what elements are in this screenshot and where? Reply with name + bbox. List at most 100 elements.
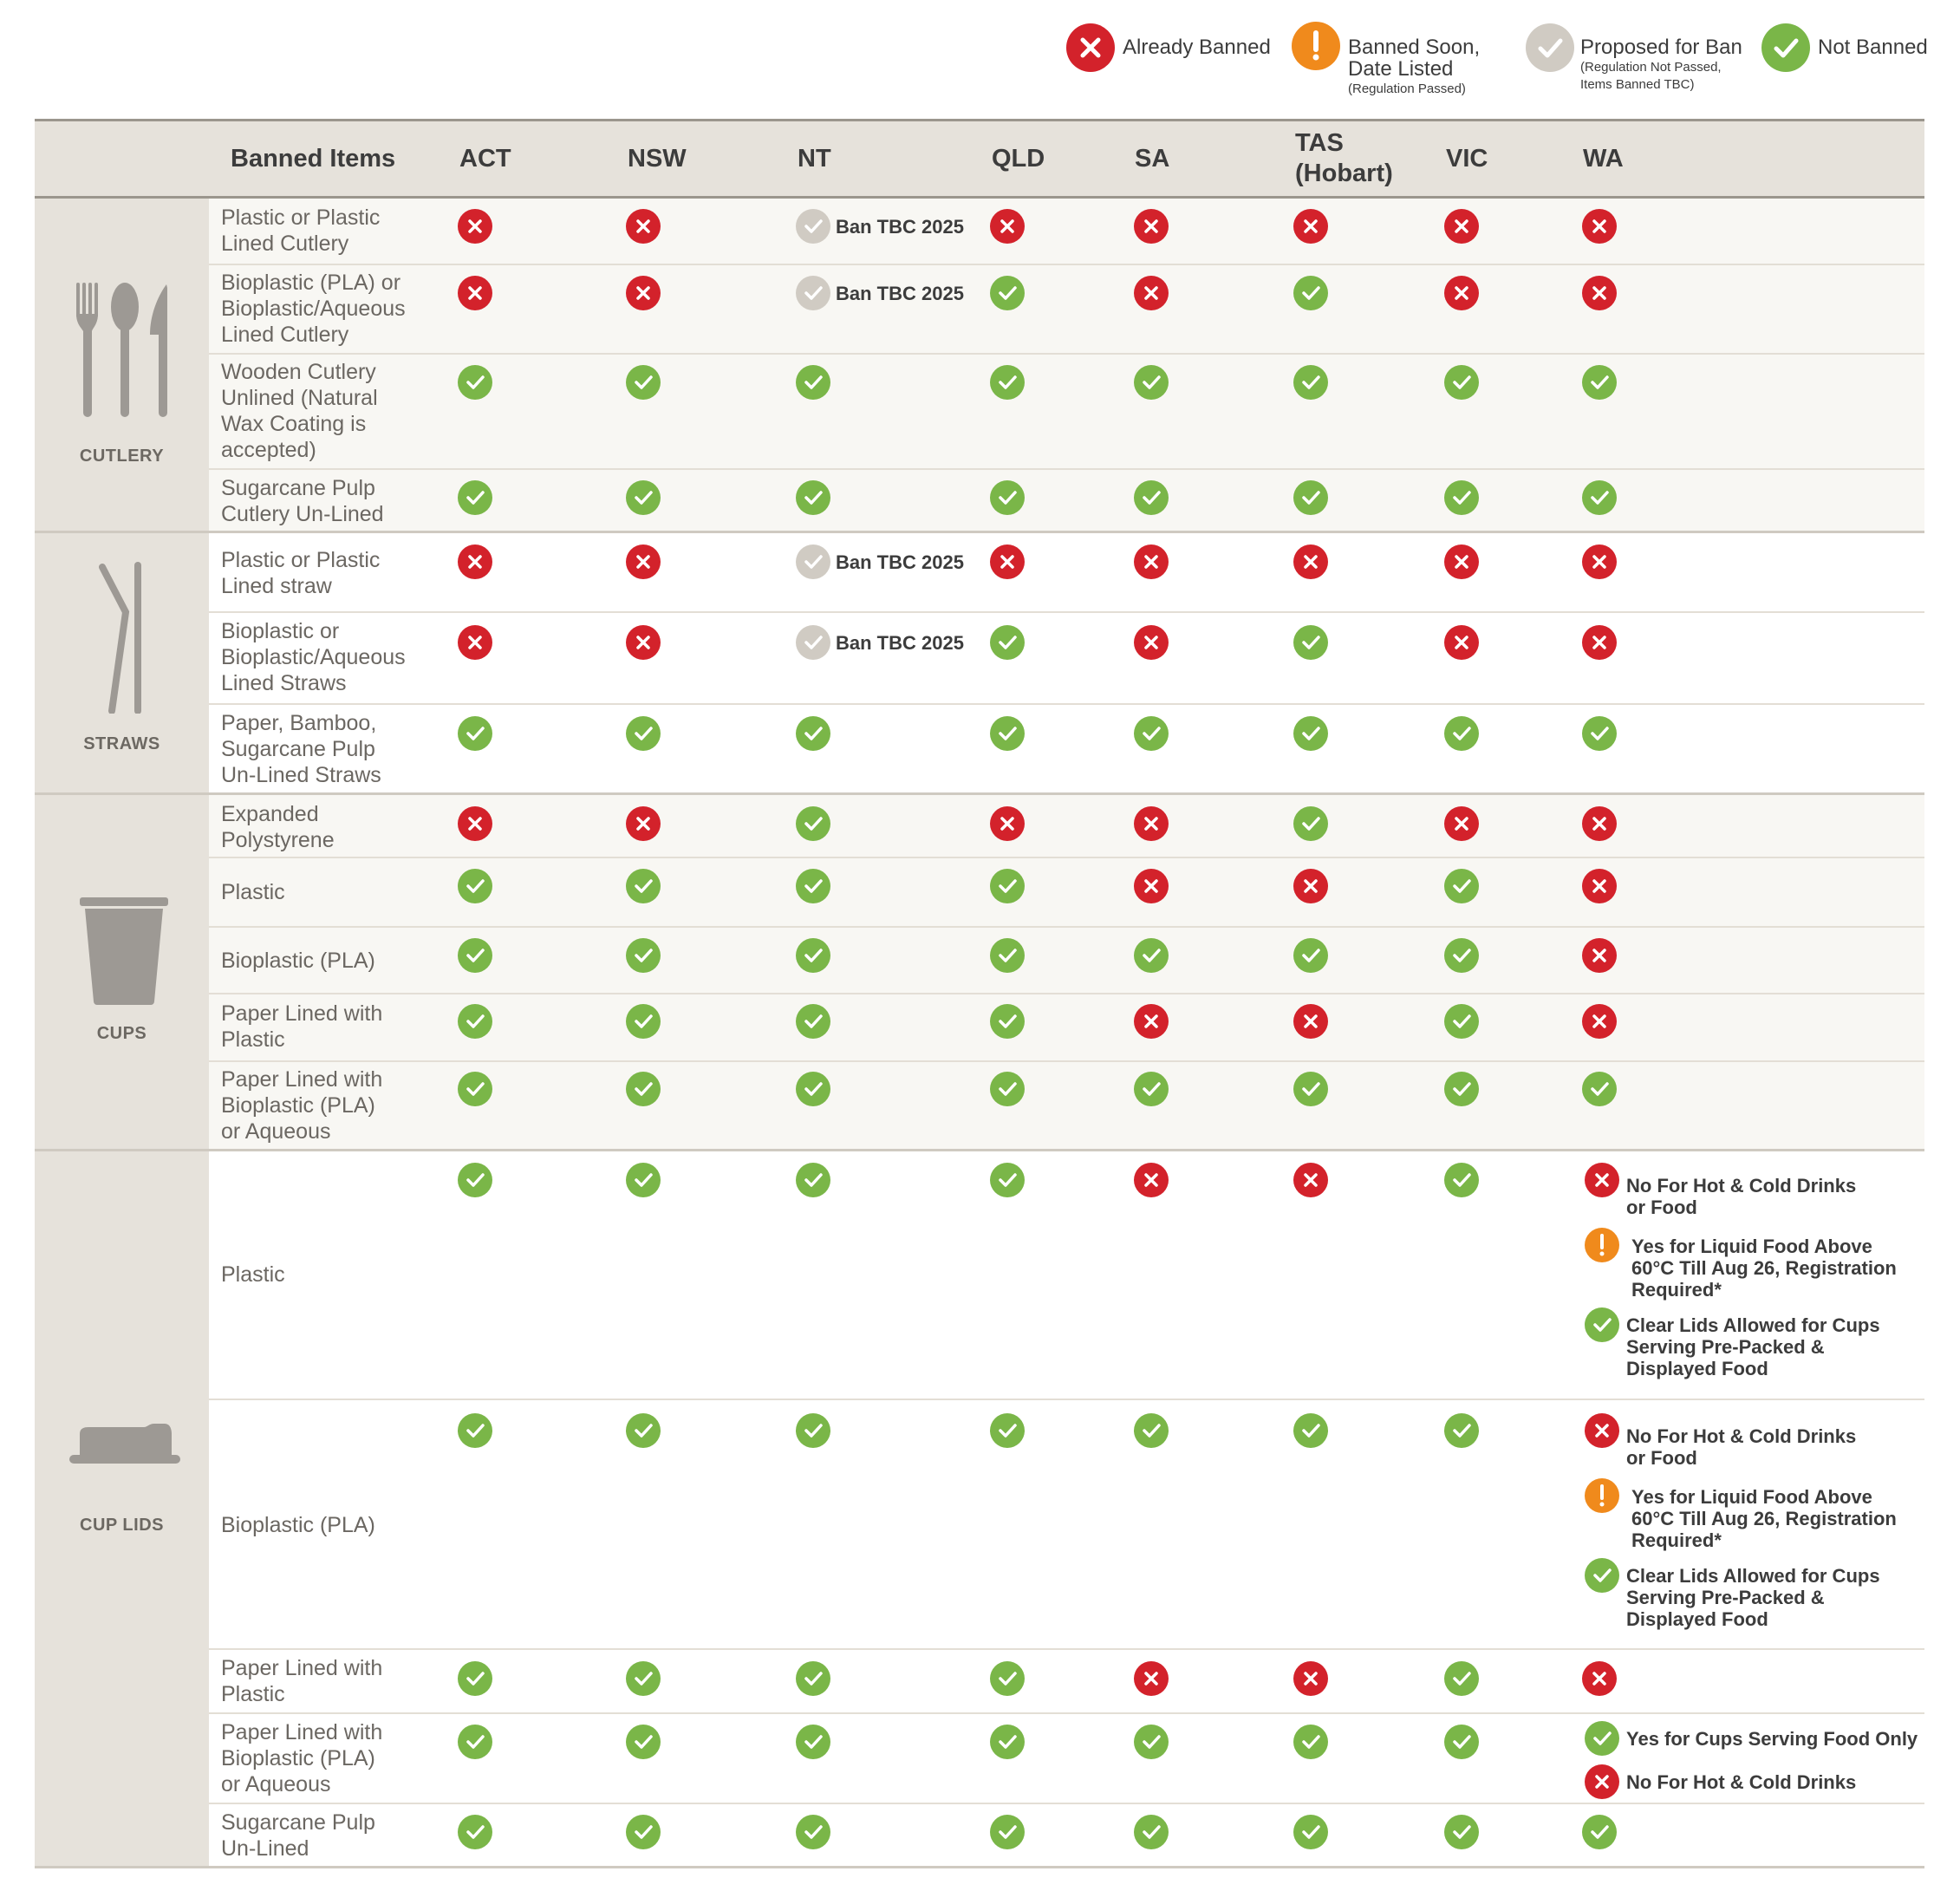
check-icon [626, 480, 661, 515]
item-lid-paper-plastic: Paper Lined with Plastic [221, 1656, 383, 1706]
check-icon [626, 1815, 661, 1849]
wa-note-text: Yes for Liquid Food Above 60°C Till Aug 2… [1631, 1236, 1897, 1301]
check-icon [796, 869, 830, 903]
item-cutlery-sugarcane: Sugarcane Pulp Cutlery Un-Lined [221, 476, 384, 526]
x-icon [1582, 209, 1617, 244]
x-icon [1585, 1764, 1619, 1799]
check-icon [990, 365, 1025, 400]
header-nsw: NSW [628, 145, 687, 173]
header-wa: WA [1583, 145, 1624, 173]
table-top-rule [35, 119, 1924, 121]
x-icon [1134, 209, 1169, 244]
check-icon [1444, 1163, 1479, 1197]
check-icon [626, 1072, 661, 1106]
category-cutlery: CUTLERY [79, 447, 165, 466]
row-rule [209, 353, 1924, 355]
check-icon [626, 1725, 661, 1759]
wa-note-text: Clear Lids Allowed for Cups Serving Pre-P… [1626, 1565, 1880, 1630]
cup-lid-icon [69, 1424, 180, 1464]
check-icon [1582, 1072, 1617, 1106]
check-icon [458, 1072, 492, 1106]
row-rule [209, 264, 1924, 265]
legend-not-banned-icon [1761, 23, 1810, 72]
x-icon [1134, 806, 1169, 841]
table-row [209, 927, 1924, 994]
check-icon [458, 938, 492, 973]
item-cup-pla: Bioplastic (PLA) [221, 949, 375, 973]
check-icon [1585, 1558, 1619, 1593]
check-icon [1444, 1413, 1479, 1448]
x-icon [1134, 1163, 1169, 1197]
legend-proposed-label: Proposed for Ban [1580, 36, 1742, 59]
check-icon [1582, 365, 1617, 400]
category-cups: CUPS [96, 1024, 147, 1043]
check-icon [1444, 1661, 1479, 1696]
wa-note-text: No For Hot & Cold Drinks or Food [1626, 1425, 1857, 1469]
check-icon [1293, 365, 1328, 400]
check-icon [1134, 1413, 1169, 1448]
x-icon [1582, 1004, 1617, 1039]
check-icon [1293, 716, 1328, 751]
check-icon [796, 1725, 830, 1759]
check-icon [1293, 276, 1328, 310]
check-icon [626, 869, 661, 903]
ban-tbc-label: Ban TBC 2025 [836, 632, 964, 654]
check-icon [990, 716, 1025, 751]
row-rule [209, 1060, 1924, 1062]
header-banned-items: Banned Items [231, 145, 396, 173]
category-cup-lids: CUP LIDS [80, 1516, 164, 1535]
check-icon [796, 1004, 830, 1039]
x-icon [1293, 869, 1328, 903]
x-icon [990, 544, 1025, 579]
item-cutlery-plastic: Plastic or Plastic Lined Cutlery [221, 205, 381, 256]
item-cup-plastic: Plastic [221, 880, 285, 904]
x-icon [1582, 938, 1617, 973]
header-nt: NT [798, 145, 831, 173]
header-act: ACT [459, 145, 511, 173]
x-icon [1444, 625, 1479, 660]
item-cutlery-wooden: Wooden Cutlery Unlined (Natural Wax Coatin… [221, 360, 378, 462]
check-icon [796, 1413, 830, 1448]
check-icon [990, 1725, 1025, 1759]
item-straw-bioplastic: Bioplastic or Bioplastic/Aqueous Lined Str… [221, 619, 406, 695]
check-icon [1444, 1725, 1479, 1759]
x-icon [990, 209, 1025, 244]
check-icon [458, 480, 492, 515]
cup-icon [80, 897, 168, 1005]
row-rule [209, 926, 1924, 928]
check-icon [1134, 1072, 1169, 1106]
check-icon [458, 1815, 492, 1849]
legend-soon-label: Banned Soon, [1348, 36, 1481, 59]
item-cup-paper-plastic: Paper Lined with Plastic [221, 1001, 383, 1052]
check-icon [796, 716, 830, 751]
check-icon [1134, 365, 1169, 400]
x-icon [1444, 209, 1479, 244]
check-icon [796, 1661, 830, 1696]
check-icon [1582, 1815, 1617, 1849]
x-icon [458, 276, 492, 310]
wa-note-text: Yes for Cups Serving Food Only [1626, 1728, 1918, 1750]
x-icon [1293, 1661, 1328, 1696]
check-icon [458, 1413, 492, 1448]
x-icon [1585, 1413, 1619, 1448]
x-icon [1582, 625, 1617, 660]
check-icon [1293, 625, 1328, 660]
x-icon [458, 209, 492, 244]
x-icon [626, 209, 661, 244]
exclamation-icon [1585, 1228, 1619, 1262]
check-icon [796, 544, 830, 579]
row-rule [209, 611, 1924, 613]
table-row [209, 857, 1924, 927]
check-icon [458, 716, 492, 751]
check-icon [796, 625, 830, 660]
table-row [209, 354, 1924, 469]
check-icon [1444, 938, 1479, 973]
group-rule [35, 792, 1924, 795]
x-icon [1134, 869, 1169, 903]
item-lid-paper-pla: Paper Lined with Bioplastic (PLA) or Aqueo… [221, 1720, 383, 1796]
row-rule [209, 468, 1924, 470]
check-icon [1582, 480, 1617, 515]
item-lid-sugarcane: Sugarcane Pulp Un-Lined [221, 1810, 375, 1861]
header-qld: QLD [992, 145, 1045, 173]
x-icon [1293, 209, 1328, 244]
